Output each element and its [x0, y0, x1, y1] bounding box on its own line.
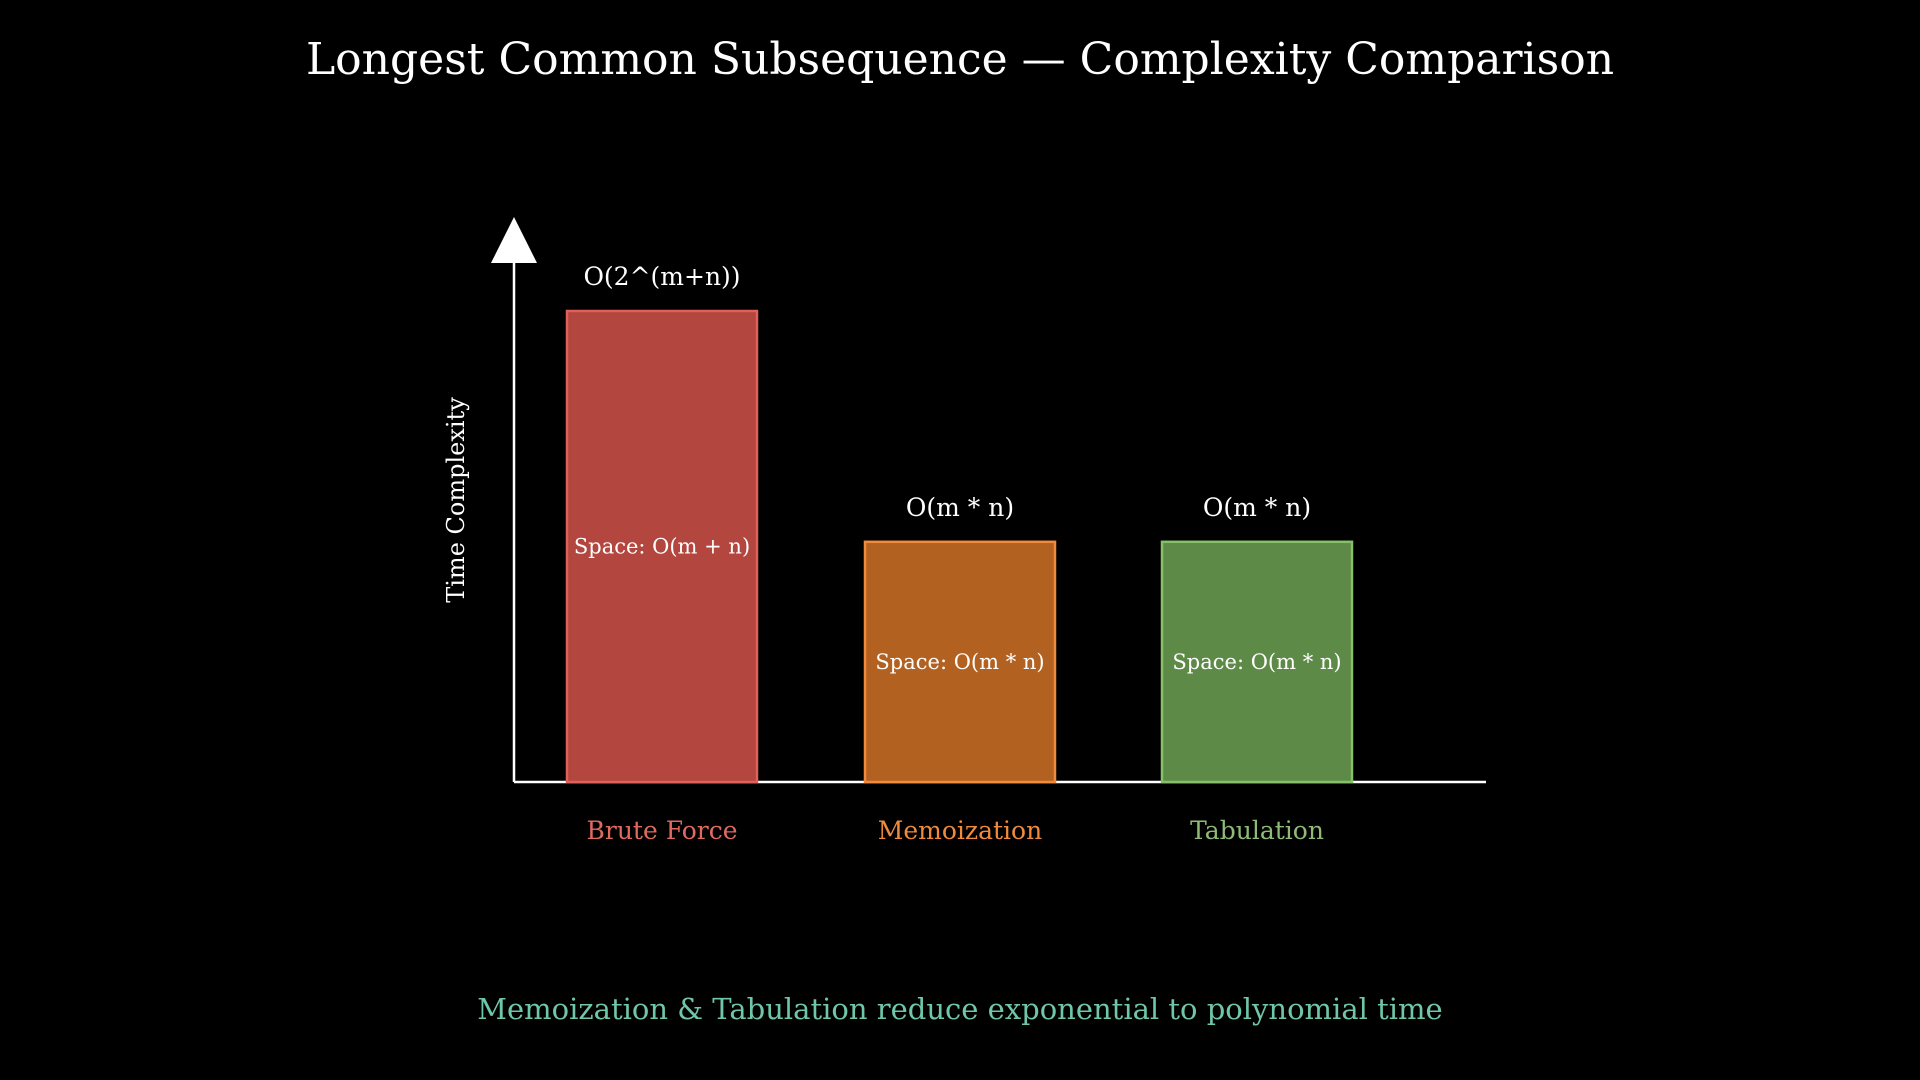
category-label: Tabulation — [1190, 816, 1324, 845]
space-complexity-label: Space: O(m + n) — [574, 535, 750, 559]
y-axis-label: Time Complexity — [442, 397, 470, 603]
time-complexity-label: O(2^(m+n)) — [583, 262, 740, 291]
time-complexity-label: O(m * n) — [1203, 493, 1311, 522]
space-complexity-label: Space: O(m * n) — [875, 650, 1044, 674]
category-label: Brute Force — [587, 816, 738, 845]
space-complexity-label: Space: O(m * n) — [1172, 650, 1341, 674]
bar-tabulation — [1160, 540, 1354, 784]
bar-brute-force — [565, 309, 759, 784]
category-label: Memoization — [878, 816, 1042, 845]
y-axis-arrow-icon — [491, 217, 537, 263]
time-complexity-label: O(m * n) — [906, 493, 1014, 522]
footer-note: Memoization & Tabulation reduce exponent… — [477, 992, 1442, 1026]
chart-title: Longest Common Subsequence — Complexity … — [306, 34, 1614, 85]
bar-memoization — [863, 540, 1057, 784]
bars-group: O(2^(m+n)) Space: O(m + n) Brute Force O(m … — [565, 262, 1354, 845]
